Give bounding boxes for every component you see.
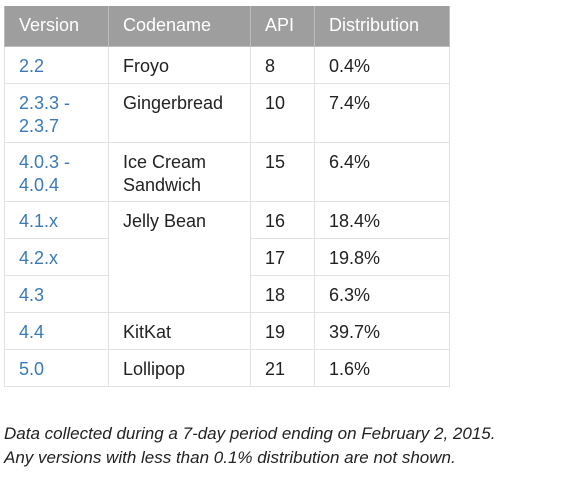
table-row: 4.3 18 6.3% [4,274,450,313]
codename-cell: Gingerbread [108,82,251,143]
api-cell: 21 [250,348,315,387]
distribution-cell: 18.4% [314,200,450,239]
distribution-cell: 6.4% [314,141,450,202]
codename-cell: Froyo [108,45,251,84]
version-cell: 2.3.3 - 2.3.7 [4,82,109,143]
distribution-cell: 6.3% [314,274,450,313]
api-cell: 19 [250,311,315,350]
distribution-table: Version Codename API Distribution 2.2 Fr… [4,6,450,387]
codename-cell: Lollipop [108,348,251,387]
table-row: 2.2 Froyo 8 0.4% [4,45,450,84]
table-row: 4.2.x 17 19.8% [4,237,450,276]
version-cell: 4.1.x [4,200,109,239]
api-cell: 10 [250,82,315,143]
version-cell: 2.2 [4,45,109,84]
codename-cell: Jelly Bean [108,200,251,313]
distribution-cell: 19.8% [314,237,450,276]
table-row: 2.3.3 - 2.3.7 Gingerbread 10 7.4% [4,82,450,143]
footnote: Data collected during a 7-day period end… [4,422,495,470]
distribution-cell: 7.4% [314,82,450,143]
api-cell: 8 [250,45,315,84]
table-row: 4.4 KitKat 19 39.7% [4,311,450,350]
footnote-line-1: Data collected during a 7-day period end… [4,424,496,443]
table-row: 4.0.3 - 4.0.4 Ice Cream Sandwich 15 6.4% [4,141,450,202]
distribution-cell: 1.6% [314,348,450,387]
api-cell: 17 [250,237,315,276]
api-cell: 15 [250,141,315,202]
header-api: API [250,6,315,47]
header-codename: Codename [108,6,251,47]
codename-cell: Ice Cream Sandwich [108,141,251,202]
footnote-line-2: Any versions with less than 0.1% distrib… [4,448,456,467]
version-cell: 4.0.3 - 4.0.4 [4,141,109,202]
distribution-cell: 39.7% [314,311,450,350]
header-distribution: Distribution [314,6,450,47]
version-cell: 4.4 [4,311,109,350]
codename-cell: KitKat [108,311,251,350]
version-cell: 5.0 [4,348,109,387]
api-cell: 16 [250,200,315,239]
distribution-cell: 0.4% [314,45,450,84]
version-cell: 4.3 [4,274,109,313]
version-cell: 4.2.x [4,237,109,276]
api-cell: 18 [250,274,315,313]
table-row: 5.0 Lollipop 21 1.6% [4,348,450,387]
header-version: Version [4,6,109,47]
table-row: 4.1.x Jelly Bean 16 18.4% [4,200,450,313]
table-header-row: Version Codename API Distribution [4,6,450,47]
